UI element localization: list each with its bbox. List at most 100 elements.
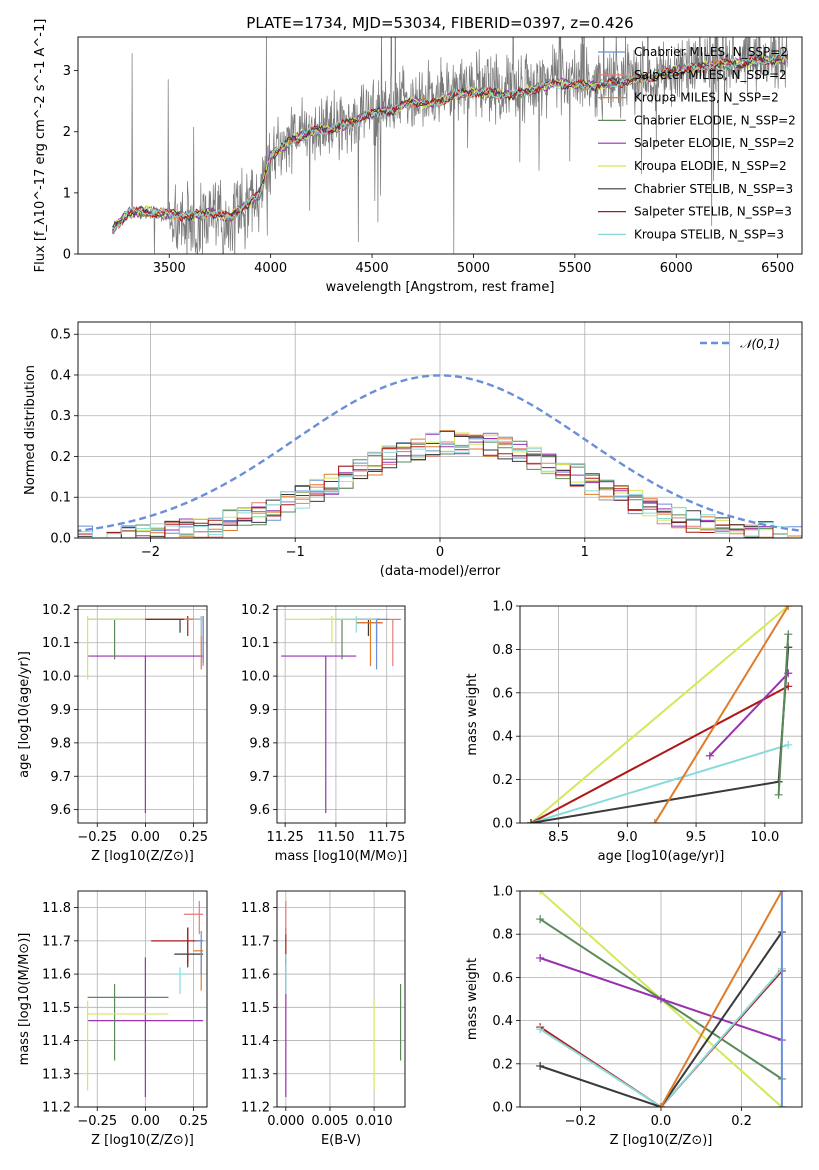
x-tick-label: 0.00 <box>131 830 160 845</box>
y-tick-label: 0.5 <box>50 328 71 343</box>
axes-frame <box>519 605 803 824</box>
x-tick-label: 0 <box>436 545 444 560</box>
y-tick-label: 0.6 <box>492 686 513 701</box>
x-tick-label: 11.75 <box>368 830 405 845</box>
x-tick-label: 0.0 <box>651 1114 672 1129</box>
y-tick-label: 0.1 <box>50 491 71 506</box>
x-tick-label: 10.0 <box>750 830 779 845</box>
y-tick-label: 9.7 <box>249 770 270 785</box>
weight-marker <box>657 1103 665 1107</box>
legend-entry: 𝒩(0,1) <box>740 337 780 351</box>
y-tick-label: 0.2 <box>492 1057 513 1072</box>
plot-area <box>78 374 802 538</box>
legend-entry: Chabrier STELIB, N_SSP=3 <box>634 182 793 196</box>
weight-line-3 <box>530 647 790 823</box>
weight-marker <box>784 630 793 639</box>
y-tick-label: 9.9 <box>50 703 71 718</box>
x-tick-label: 9.5 <box>686 830 707 845</box>
y-tick-label: 11.3 <box>42 1067 71 1082</box>
x-axis-label: age [log10(age/yr)] <box>598 849 725 864</box>
weight-marker <box>705 751 714 760</box>
axes-residuals: −2 −1 0 1 2 0.0 0.1 0.2 0.3 0.4 0.5 (data-model)/er… <box>23 321 803 579</box>
y-axis-label: mass weight <box>465 673 480 755</box>
y-tick-label: 0.0 <box>50 532 71 547</box>
weight-marker <box>777 1103 786 1107</box>
y-tick-label: 11.2 <box>241 1101 270 1116</box>
y-tick-label: 0.3 <box>50 409 71 424</box>
model-spectrum-6 <box>112 53 789 228</box>
y-tick-label: 0.8 <box>492 643 513 658</box>
y-tick-label: 0 <box>63 248 71 263</box>
x-tick-label: 11.50 <box>317 830 354 845</box>
axes-frame <box>77 605 208 824</box>
y-tick-label: 11.5 <box>241 1001 270 1016</box>
y-tick-label: 11.5 <box>42 1001 71 1016</box>
y-tick-label: 10.1 <box>241 636 270 651</box>
y-tick-label: 9.8 <box>50 736 71 751</box>
weight-marker <box>536 891 545 895</box>
y-tick-label: 11.4 <box>241 1034 270 1049</box>
x-tick-label: 0.25 <box>179 830 208 845</box>
axes-age-vs-mass: 11.25 11.50 11.75 9.6 9.7 9.8 9.9 10.0 10.1 10.2 m… <box>241 603 407 864</box>
y-tick-label: 1 <box>63 186 71 201</box>
weight-marker <box>784 606 793 610</box>
x-tick-label: 1 <box>581 545 589 560</box>
y-tick-label: 0.2 <box>492 773 513 788</box>
y-tick-label: 0.0 <box>492 1101 513 1116</box>
legend-entry: Chabrier ELODIE, N_SSP=2 <box>634 113 796 127</box>
y-tick-label: 11.2 <box>42 1101 71 1116</box>
plot-area <box>285 900 402 1098</box>
legend: Chabrier MILES, N_SSP=2 Salpeter MILES, N… <box>598 45 796 241</box>
weight-line-1 <box>530 685 789 823</box>
weight-marker <box>536 915 545 924</box>
axes-frame <box>77 321 803 539</box>
y-tick-label: 11.7 <box>42 934 71 949</box>
axes-spectrum: 3500 4000 4500 5000 5500 6000 6500 0 1 2 3 PLATE=17… <box>33 14 803 295</box>
x-tick-label: 0.000 <box>267 1114 304 1129</box>
normal-curve <box>78 374 802 533</box>
y-tick-label: 2 <box>63 125 71 140</box>
x-tick-label: −0.2 <box>565 1114 597 1129</box>
y-tick-label: 10.0 <box>241 670 270 685</box>
y-tick-label: 9.8 <box>249 736 270 751</box>
weight-marker <box>536 1061 545 1070</box>
axes-mass-weight-vs-Z: −0.2 0.0 0.2 0.0 0.2 0.4 0.6 0.8 1.0 Z [log10(Z/Z… <box>465 885 803 1148</box>
x-tick-label: 0.010 <box>355 1114 392 1129</box>
weight-line-4 <box>539 968 783 1107</box>
weight-marker <box>784 740 793 749</box>
chart-title: PLATE=1734, MJD=53034, FIBERID=0397, z=0… <box>246 14 633 32</box>
x-tick-label: 5500 <box>558 261 591 276</box>
histogram-8 <box>78 432 802 538</box>
weight-line-0 <box>530 606 789 823</box>
y-tick-label: 9.6 <box>249 803 270 818</box>
x-axis-label: (data-model)/error <box>380 564 501 579</box>
x-axis-label: E(B-V) <box>321 1133 361 1148</box>
y-tick-label: 9.6 <box>50 803 71 818</box>
y-tick-label: 11.8 <box>42 901 71 916</box>
legend-entry: Salpeter ELODIE, N_SSP=2 <box>634 136 795 150</box>
y-axis-label: age [log10(age/yr)] <box>17 651 32 778</box>
plot-area <box>112 37 789 254</box>
x-tick-label: 6500 <box>761 261 794 276</box>
y-axis-label: mass weight <box>465 958 480 1040</box>
y-tick-label: 0.8 <box>492 928 513 943</box>
weight-marker <box>777 891 786 895</box>
y-tick-label: 9.7 <box>50 770 71 785</box>
legend-entry: Chabrier MILES, N_SSP=2 <box>634 45 788 59</box>
x-tick-label: −2 <box>141 545 160 560</box>
x-tick-label: 4000 <box>254 261 287 276</box>
axes-age-vs-Z: −0.25 0.00 0.25 9.6 9.7 9.8 9.9 10.0 10.1 10.2 Z [… <box>17 603 208 864</box>
x-tick-label: 5000 <box>457 261 490 276</box>
x-tick-label: 9.0 <box>617 830 638 845</box>
y-tick-label: 9.9 <box>249 703 270 718</box>
y-tick-label: 11.8 <box>241 901 270 916</box>
plot-area <box>281 616 401 813</box>
y-tick-label: 3 <box>63 64 71 79</box>
x-tick-label: 0.25 <box>179 1114 208 1129</box>
y-tick-label: 11.6 <box>241 968 270 983</box>
y-axis-label: Flux [f_λ10^-17 erg cm^-2 s^-1 A^-1] <box>33 19 48 273</box>
y-tick-label: 0.4 <box>492 730 513 745</box>
x-tick-label: 0.2 <box>731 1114 752 1129</box>
weight-marker <box>650 819 659 823</box>
